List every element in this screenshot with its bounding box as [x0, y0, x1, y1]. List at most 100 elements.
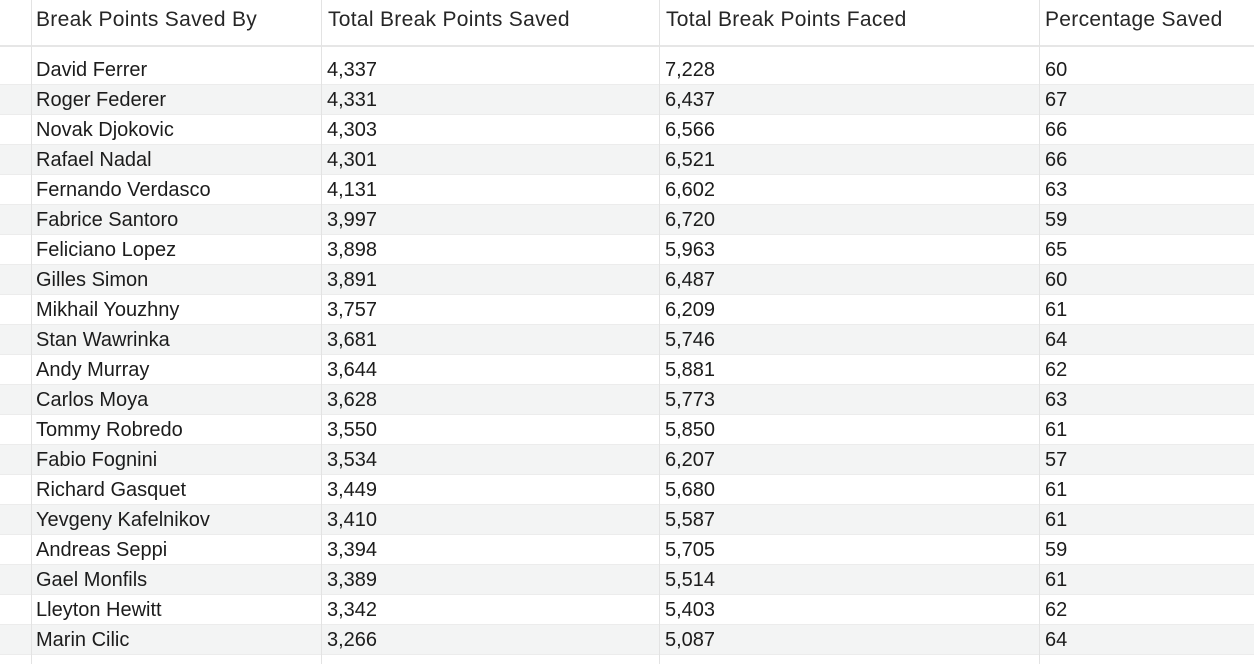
cell-total-faced[interactable]: 5,881 [665, 359, 716, 381]
cell-player[interactable]: Stan Wawrinka [36, 329, 170, 351]
column-header-percentage-saved[interactable]: Percentage Saved [1045, 8, 1223, 31]
cell-player[interactable]: Fabrice Santoro [36, 209, 179, 231]
cell-percentage-saved[interactable]: 61 [1045, 419, 1068, 441]
table-row[interactable]: Fabio Fognini 3,534 6,207 57 [0, 445, 1254, 475]
cell-total-faced[interactable]: 5,087 [665, 629, 716, 651]
column-header-total-faced[interactable]: Total Break Points Faced [666, 8, 907, 31]
cell-percentage-saved[interactable]: 57 [1045, 449, 1068, 471]
table-row[interactable]: Andy Murray 3,644 5,881 62 [0, 355, 1254, 385]
cell-total-saved[interactable]: 3,394 [327, 539, 378, 561]
cell-percentage-saved[interactable]: 61 [1045, 509, 1068, 531]
cell-player[interactable]: Andy Murray [36, 359, 150, 381]
cell-player[interactable]: Richard Gasquet [36, 479, 187, 501]
cell-total-faced[interactable]: 6,209 [665, 299, 716, 321]
cell-player[interactable]: Mikhail Youzhny [36, 299, 180, 321]
cell-total-saved[interactable]: 3,449 [327, 479, 378, 501]
cell-total-faced[interactable]: 5,773 [665, 389, 716, 411]
cell-total-saved[interactable]: 3,534 [327, 449, 378, 471]
cell-percentage-saved[interactable]: 59 [1045, 209, 1068, 231]
cell-percentage-saved[interactable]: 64 [1045, 329, 1068, 351]
cell-total-faced[interactable]: 6,207 [665, 449, 716, 471]
cell-total-saved[interactable]: 3,342 [327, 599, 378, 621]
cell-total-saved[interactable]: 3,389 [327, 569, 378, 591]
cell-total-faced[interactable]: 5,705 [665, 539, 716, 561]
cell-player[interactable]: Andreas Seppi [36, 539, 168, 561]
table-row[interactable]: Stan Wawrinka 3,681 5,746 64 [0, 325, 1254, 355]
cell-percentage-saved[interactable]: 63 [1045, 389, 1068, 411]
cell-total-saved[interactable]: 4,337 [327, 59, 378, 81]
cell-total-faced[interactable]: 6,437 [665, 89, 716, 111]
cell-percentage-saved[interactable]: 63 [1045, 179, 1068, 201]
cell-player[interactable]: David Ferrer [36, 59, 148, 81]
cell-total-faced[interactable]: 5,514 [665, 569, 716, 591]
cell-player[interactable]: Gael Monfils [36, 569, 148, 591]
table-row[interactable]: Feliciano Lopez 3,898 5,963 65 [0, 235, 1254, 265]
cell-player[interactable]: Gilles Simon [36, 269, 149, 291]
table-row[interactable]: Richard Gasquet 3,449 5,680 61 [0, 475, 1254, 505]
cell-percentage-saved[interactable]: 66 [1045, 119, 1068, 141]
cell-percentage-saved[interactable]: 60 [1045, 269, 1068, 291]
cell-total-saved[interactable]: 3,757 [327, 299, 378, 321]
table-row[interactable]: David Ferrer 4,337 7,228 60 [0, 55, 1254, 85]
table-row[interactable]: Novak Djokovic 4,303 6,566 66 [0, 115, 1254, 145]
cell-total-faced[interactable]: 5,587 [665, 509, 716, 531]
cell-player[interactable]: Novak Djokovic [36, 119, 174, 141]
cell-percentage-saved[interactable]: 62 [1045, 359, 1068, 381]
table-row[interactable]: Marin Cilic 3,266 5,087 64 [0, 625, 1254, 655]
column-header-player[interactable]: Break Points Saved By [36, 8, 258, 31]
column-header-total-saved[interactable]: Total Break Points Saved [328, 8, 570, 31]
cell-player[interactable]: Yevgeny Kafelnikov [36, 509, 210, 531]
cell-total-saved[interactable]: 3,898 [327, 239, 378, 261]
cell-percentage-saved[interactable]: 62 [1045, 599, 1068, 621]
cell-percentage-saved[interactable]: 61 [1045, 569, 1068, 591]
cell-total-faced[interactable]: 7,228 [665, 59, 716, 81]
table-row[interactable]: Fabrice Santoro 3,997 6,720 59 [0, 205, 1254, 235]
cell-percentage-saved[interactable]: 66 [1045, 149, 1068, 171]
cell-player[interactable]: Feliciano Lopez [36, 239, 177, 261]
table-row[interactable]: Carlos Moya 3,628 5,773 63 [0, 385, 1254, 415]
table-row[interactable]: Gael Monfils 3,389 5,514 61 [0, 565, 1254, 595]
cell-total-saved[interactable]: 3,644 [327, 359, 378, 381]
cell-player[interactable]: Rafael Nadal [36, 149, 152, 171]
cell-total-saved[interactable]: 3,410 [327, 509, 378, 531]
cell-percentage-saved[interactable]: 61 [1045, 299, 1068, 321]
cell-total-faced[interactable]: 6,602 [665, 179, 716, 201]
cell-total-faced[interactable]: 5,963 [665, 239, 716, 261]
cell-total-saved[interactable]: 3,266 [327, 629, 378, 651]
cell-total-faced[interactable]: 6,487 [665, 269, 716, 291]
cell-player[interactable]: Tommy Robredo [36, 419, 183, 441]
cell-total-saved[interactable]: 3,681 [327, 329, 378, 351]
cell-percentage-saved[interactable]: 60 [1045, 59, 1068, 81]
table-row[interactable]: Rafael Nadal 4,301 6,521 66 [0, 145, 1254, 175]
cell-total-faced[interactable]: 5,850 [665, 419, 716, 441]
table-row[interactable]: Gilles Simon 3,891 6,487 60 [0, 265, 1254, 295]
cell-total-saved[interactable]: 3,628 [327, 389, 378, 411]
cell-percentage-saved[interactable]: 59 [1045, 539, 1068, 561]
cell-total-faced[interactable]: 5,680 [665, 479, 716, 501]
cell-total-faced[interactable]: 6,720 [665, 209, 716, 231]
table-row[interactable]: Fernando Verdasco 4,131 6,602 63 [0, 175, 1254, 205]
table-row[interactable]: Lleyton Hewitt 3,342 5,403 62 [0, 595, 1254, 625]
cell-total-faced[interactable]: 5,746 [665, 329, 716, 351]
cell-player[interactable]: Marin Cilic [36, 629, 130, 651]
cell-total-saved[interactable]: 3,891 [327, 269, 378, 291]
cell-player[interactable]: Fernando Verdasco [36, 179, 211, 201]
table-row[interactable]: Roger Federer 4,331 6,437 67 [0, 85, 1254, 115]
cell-total-saved[interactable]: 3,550 [327, 419, 378, 441]
cell-player[interactable]: Carlos Moya [36, 389, 149, 411]
cell-total-saved[interactable]: 3,997 [327, 209, 378, 231]
table-row[interactable]: Mikhail Youzhny 3,757 6,209 61 [0, 295, 1254, 325]
cell-percentage-saved[interactable]: 67 [1045, 89, 1068, 111]
cell-total-saved[interactable]: 4,331 [327, 89, 378, 111]
cell-percentage-saved[interactable]: 64 [1045, 629, 1068, 651]
cell-total-faced[interactable]: 5,403 [665, 599, 716, 621]
cell-player[interactable]: Roger Federer [36, 89, 167, 111]
table-row[interactable]: Tommy Robredo 3,550 5,850 61 [0, 415, 1254, 445]
cell-total-saved[interactable]: 4,303 [327, 119, 378, 141]
cell-total-faced[interactable]: 6,566 [665, 119, 716, 141]
cell-player[interactable]: Fabio Fognini [36, 449, 158, 471]
cell-percentage-saved[interactable]: 65 [1045, 239, 1068, 261]
cell-percentage-saved[interactable]: 61 [1045, 479, 1068, 501]
cell-total-faced[interactable]: 6,521 [665, 149, 716, 171]
cell-player[interactable]: Lleyton Hewitt [36, 599, 162, 621]
